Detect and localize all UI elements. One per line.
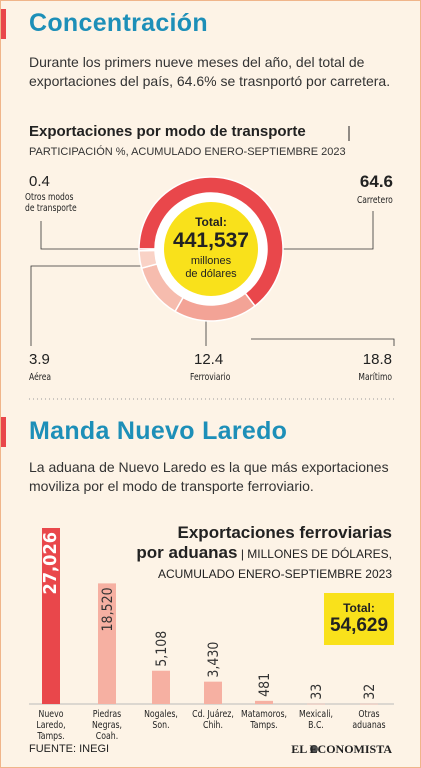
title: Manda Nuevo Laredo: [29, 417, 288, 445]
total-value: 441,537: [173, 229, 249, 252]
accent-bar: [1, 417, 6, 447]
chart-subtitle: PARTICIPACIÓN %, ACUMULADO ENERO-SEPTIEM…: [29, 146, 346, 158]
total-unit: millones de dólares: [185, 255, 237, 280]
chart-title-line: por aduanas | MILLONES DE DÓLARES,: [136, 543, 392, 562]
accent-bar: [1, 9, 6, 39]
category-label: Nuevo Laredo, Tamps.: [36, 709, 66, 742]
category-label: Ferroviario: [190, 372, 231, 383]
category-label: Otras aduanas: [352, 709, 386, 731]
value-label: 64.6: [359, 172, 393, 191]
category-label: Mexicali, B.C.: [298, 709, 334, 731]
intro: Durante los primers nueve meses del año,…: [29, 54, 391, 89]
chart-subtitle: ACUMULADO ENERO-SEPTIEMBRE 2023: [157, 567, 392, 581]
value-label: 0.4: [29, 173, 50, 190]
total-box: Total: 54,629: [324, 593, 394, 645]
chart-title: por aduanas: [136, 543, 238, 562]
bar: [152, 670, 170, 704]
value-label: 18.8: [362, 351, 392, 368]
value-label: 33: [309, 684, 325, 700]
chart-title: Exportaciones por modo de transporte: [29, 123, 306, 140]
bar: [42, 528, 60, 704]
leader-lines: [30, 211, 395, 346]
bar: [98, 583, 116, 704]
total-circle: [164, 202, 258, 296]
category-label: Marítimo: [358, 372, 392, 383]
chart-heading: Exportaciones ferroviarias por aduanas |…: [136, 523, 392, 584]
bar: [255, 700, 273, 704]
bar: [204, 681, 222, 704]
chart-subtitle: MILLONES DE DÓLARES,: [247, 547, 392, 561]
value-label: 3,430: [206, 642, 222, 678]
total-value: 54,629: [329, 615, 389, 636]
value-label: 27,026: [40, 532, 61, 595]
category-label: Aérea: [29, 372, 52, 383]
total-label: Total:: [343, 601, 375, 615]
category-label: Otros modos de transporte: [25, 192, 77, 214]
bars: 27,026 18,520 5,108 3,430 481 33 32: [40, 528, 378, 705]
value-label: 5,108: [154, 631, 170, 667]
value-label: 18,520: [100, 587, 116, 631]
value-label: 32: [362, 684, 378, 700]
donut: [138, 176, 284, 322]
category-label: Carretero: [357, 195, 393, 206]
bar: [360, 703, 378, 705]
donut-segment: [138, 248, 156, 252]
brand-icon: [310, 745, 318, 753]
value-label: 481: [257, 673, 273, 697]
category-label: Piedras Negras, Coah.: [91, 709, 123, 742]
brand: EL ECONOMISTA: [291, 742, 392, 756]
intro: La aduana de Nuevo Laredo es la que más …: [29, 459, 389, 494]
chart-title: Exportaciones ferroviarias: [177, 523, 392, 542]
category-label: Nogales, Son.: [144, 709, 178, 731]
category-label: Matamoros, Tamps.: [240, 709, 287, 731]
value-label: 3.9: [29, 351, 50, 368]
value-label: 12.4: [194, 351, 224, 368]
bar: [307, 703, 325, 705]
category-label: Cd. Juárez, Chih.: [192, 709, 234, 731]
source: FUENTE: INEGI: [29, 743, 110, 755]
total-label: Total:: [195, 215, 227, 229]
title: Concentración: [29, 9, 208, 37]
